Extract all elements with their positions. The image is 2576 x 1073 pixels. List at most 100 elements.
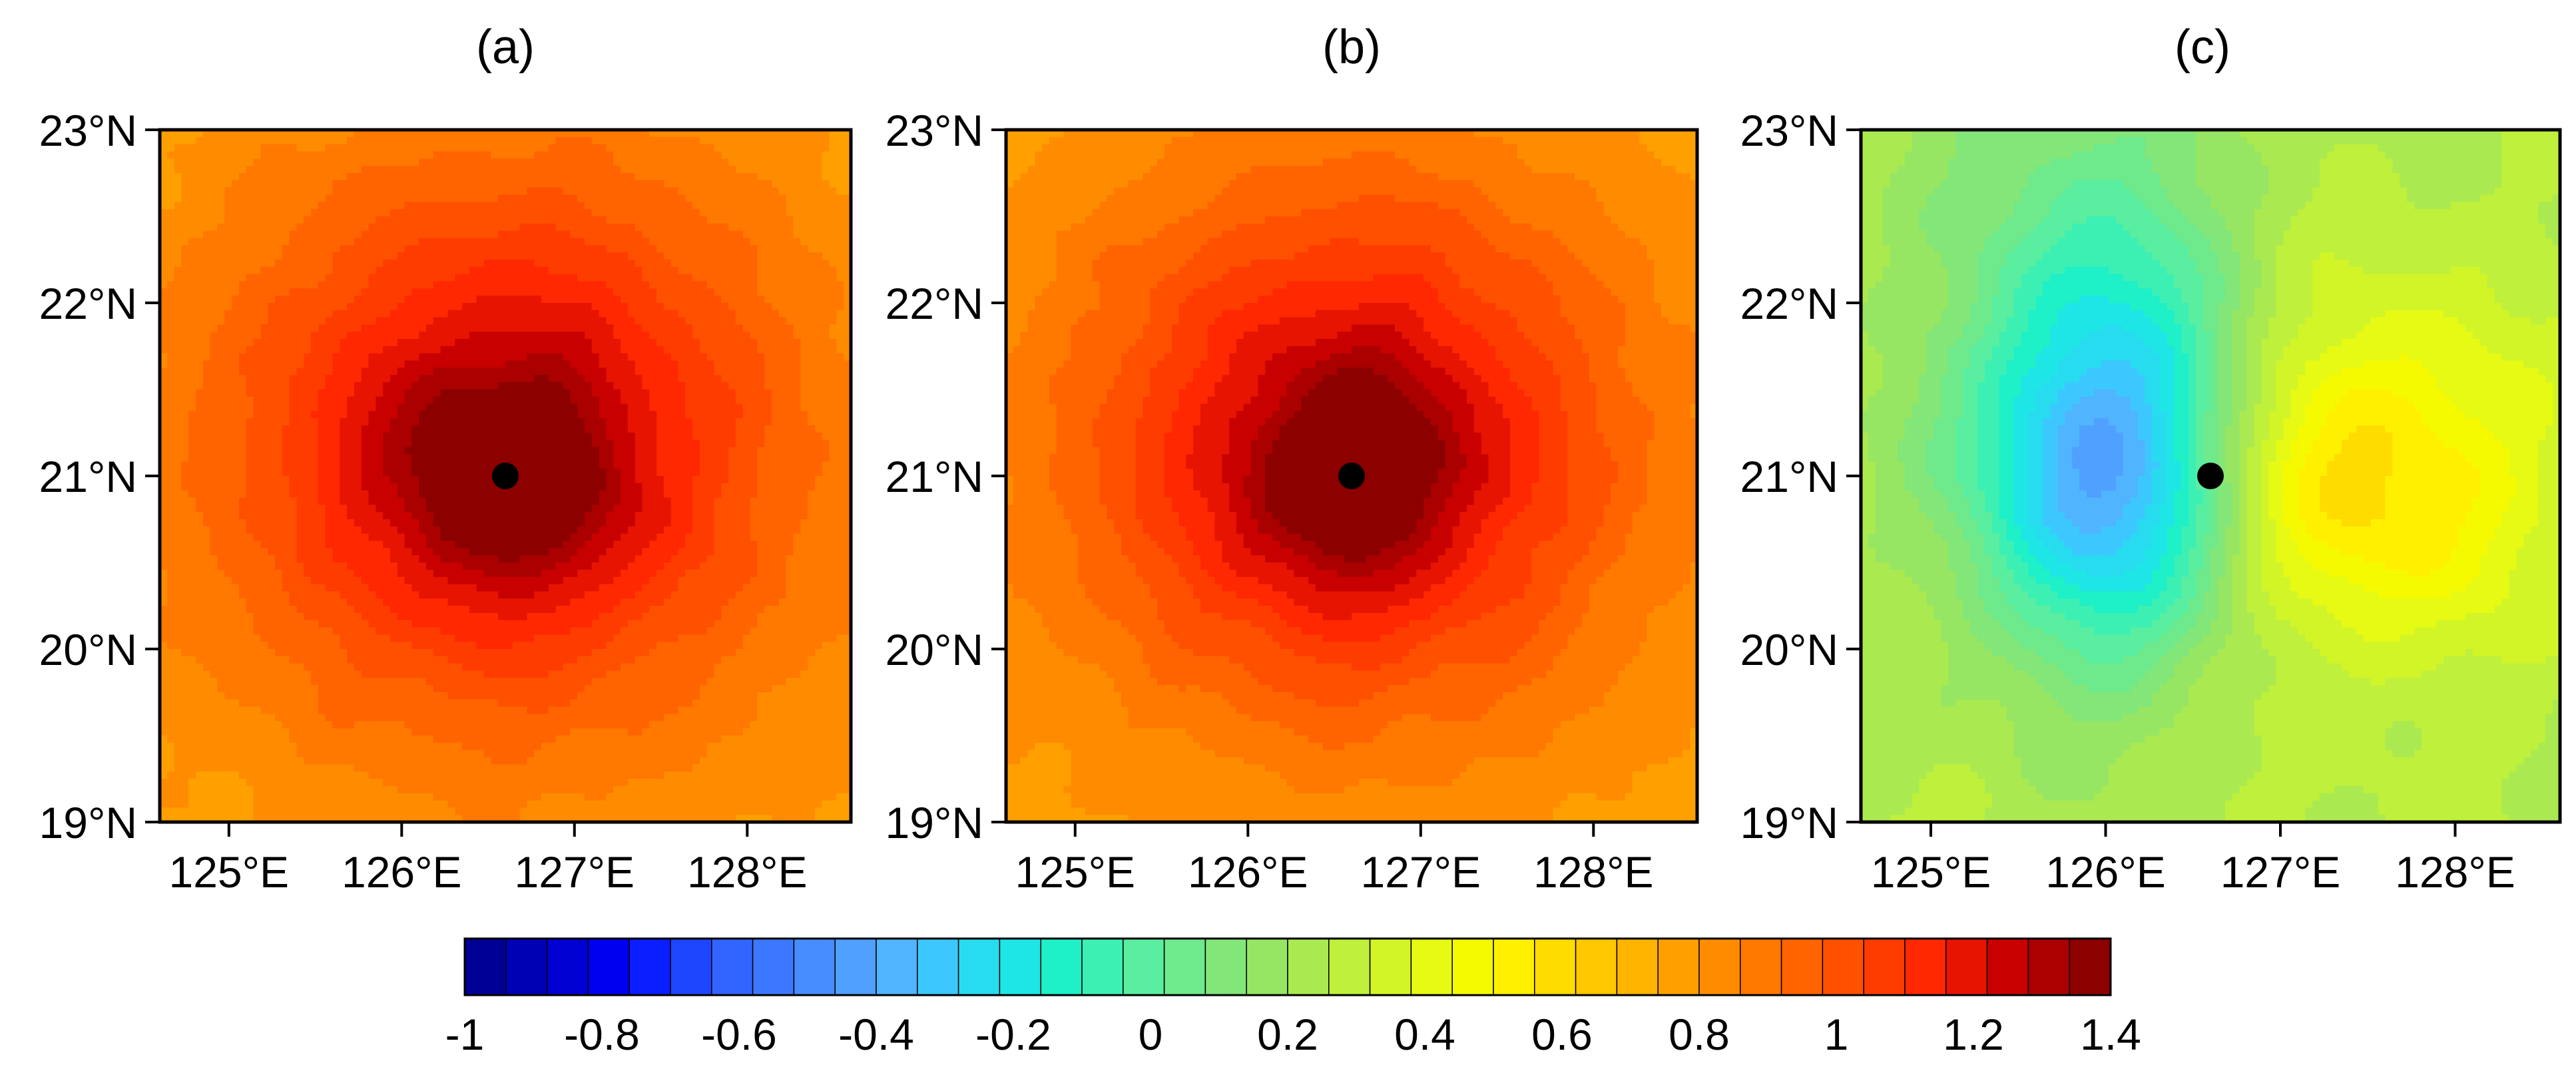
field-cell [541,195,549,203]
field-cell [484,188,492,196]
field-cell [836,231,844,239]
field-cell [203,180,211,188]
field-cell [700,180,708,188]
field-cell [441,173,449,181]
field-cell [505,209,513,217]
field-cell [455,224,463,232]
field-cell [628,137,636,145]
field-cell [362,152,370,160]
field-cell [830,260,838,268]
field-cell [296,209,304,217]
field-cell [383,180,391,188]
field-cell [692,260,700,268]
field-cell [822,144,830,152]
field-cell [692,231,700,239]
field-cell [224,231,232,239]
field-cell [167,209,175,217]
field-cell [513,173,521,181]
field-cell [750,158,758,166]
field-cell [296,267,304,275]
field-cell [700,202,708,210]
field-cell [649,180,657,188]
field-cell [239,231,247,239]
field-cell [484,267,492,275]
field-cell [383,137,391,145]
field-cell [477,260,485,268]
field-cell [520,144,528,152]
field-cell [743,267,751,275]
field-cell [649,267,657,275]
field-cell [260,137,268,145]
field-cell [815,173,823,181]
field-cell [664,158,672,166]
field-cell [318,202,326,210]
field-cell [635,188,643,196]
field-cell [347,209,355,217]
field-cell [830,224,838,232]
field-cell [685,231,693,239]
field-cell [779,224,787,232]
field-cell [678,231,686,239]
field-cell [736,158,744,166]
field-cell [218,158,226,166]
field-cell [376,231,384,239]
field-cell [700,188,708,196]
field-cell [210,267,218,275]
field-cell [520,180,528,188]
field-cell [527,209,535,217]
field-cell [484,202,492,210]
field-cell [743,252,751,260]
field-cell [743,260,751,268]
field-cell [455,144,463,152]
field-cell [721,245,729,253]
field-cell [808,195,816,203]
field-cell [224,216,232,224]
field-cell [340,137,348,145]
field-cell [556,195,564,203]
field-cell [174,260,182,268]
field-cell [203,152,211,160]
field-cell [268,144,276,152]
field-cell [290,209,298,217]
field-cell [577,202,585,210]
field-cell [174,238,182,246]
field-cell [621,252,629,260]
field-cell [736,152,744,160]
field-cell [628,245,636,253]
field-cell [664,231,672,239]
field-cell [505,224,513,232]
field-cell [188,274,196,282]
field-cell [628,195,636,203]
field-cell [390,152,398,160]
field-cell [203,202,211,210]
field-cell [224,202,232,210]
field-cell [836,152,844,160]
field-cell [326,173,334,181]
field-cell [664,202,672,210]
field-cell [628,188,636,196]
field-cell [167,231,175,239]
field-cell [750,216,758,224]
field-cell [628,238,636,246]
field-cell [491,195,499,203]
field-cell [822,231,830,239]
field-cell [333,274,341,282]
field-cell [743,245,751,253]
field-cell [433,245,441,253]
field-cell [369,267,377,275]
field-cell [743,188,751,196]
field-cell [685,188,693,196]
field-cell [772,144,780,152]
field-cell [441,180,449,188]
field-cell [433,144,441,152]
field-cell [333,195,341,203]
field-cell [505,202,513,210]
field-cell [570,173,578,181]
field-cell [210,188,218,196]
field-cell [498,245,506,253]
field-cell [433,252,441,260]
field-cell [419,267,427,275]
field-cell [397,137,405,145]
field-cell [340,231,348,239]
field-cell [556,202,564,210]
